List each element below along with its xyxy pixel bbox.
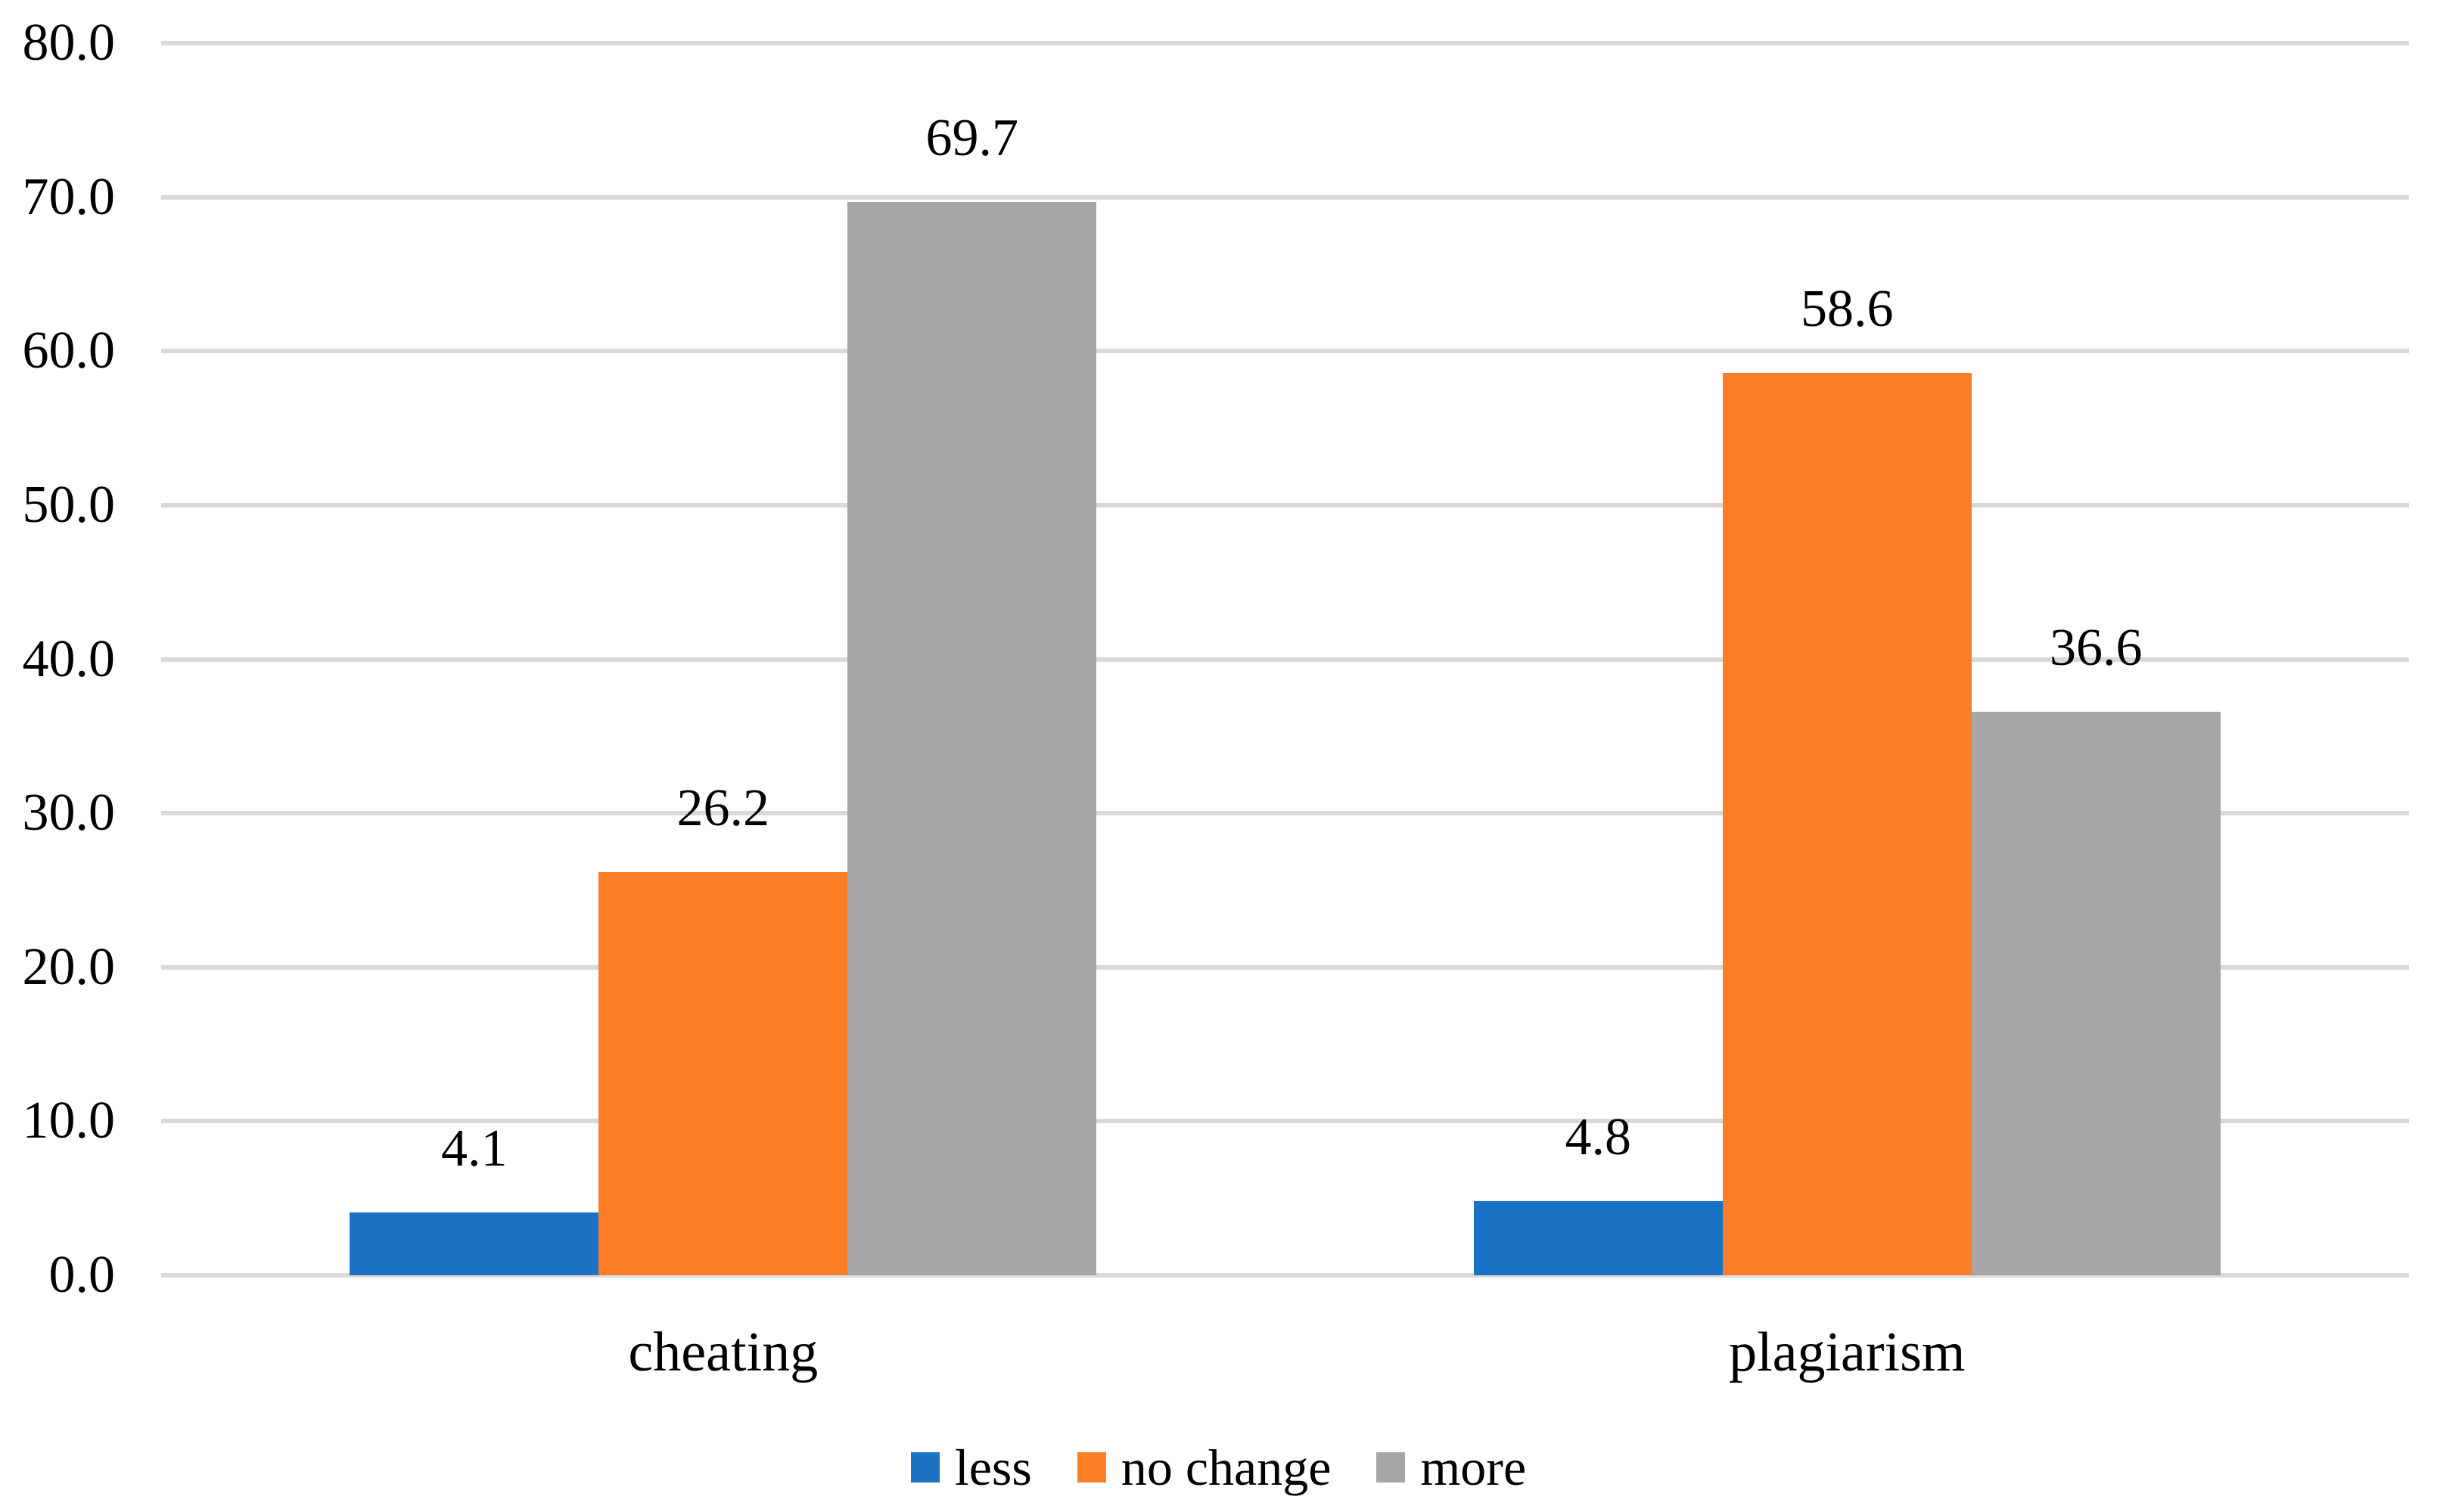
value-label-plagiarism-more: 36.6 <box>2050 618 2143 677</box>
y-tick-label-30: 30.0 <box>22 784 116 843</box>
y-tick-label-10: 10.0 <box>22 1091 116 1150</box>
gridline-50 <box>161 502 2409 508</box>
y-tick-label-80: 80.0 <box>22 14 116 72</box>
bar-cheating-less <box>350 1212 599 1275</box>
legend-label-less: less <box>954 1439 1032 1496</box>
y-tick-label-20: 20.0 <box>22 937 116 996</box>
legend-label-more: more <box>1420 1439 1527 1496</box>
legend-item-no-change: no change <box>1077 1437 1332 1498</box>
value-label-plagiarism-less: 4.8 <box>1565 1108 1632 1167</box>
bar-cheating-no-change <box>598 871 848 1275</box>
bar-plagiarism-no-change <box>1722 372 1972 1275</box>
gridline-80 <box>161 41 2409 45</box>
gridline-30 <box>161 811 2409 816</box>
legend: less no change more <box>0 1436 2437 1499</box>
value-label-cheating-more: 69.7 <box>925 108 1019 167</box>
gridline-40 <box>161 657 2409 662</box>
bar-plagiarism-more <box>1971 711 2221 1275</box>
legend-item-less: less <box>910 1437 1032 1498</box>
value-label-cheating-less: 4.1 <box>441 1119 508 1178</box>
bar-cheating-more <box>847 201 1097 1275</box>
category-label-cheating: cheating <box>628 1321 819 1383</box>
bar-plagiarism-less <box>1473 1201 1723 1275</box>
gridline-60 <box>161 349 2409 354</box>
legend-item-more: more <box>1376 1437 1526 1498</box>
category-label-plagiarism: plagiarism <box>1729 1321 1966 1383</box>
legend-swatch-less-icon <box>910 1452 940 1483</box>
y-tick-label-50: 50.0 <box>22 475 116 534</box>
value-label-plagiarism-no-change: 58.6 <box>1801 279 1894 338</box>
legend-swatch-no-change-icon <box>1077 1452 1106 1483</box>
legend-label-no-change: no change <box>1121 1439 1332 1496</box>
legend-swatch-more-icon <box>1376 1452 1406 1483</box>
gridline-10 <box>161 1119 2409 1124</box>
y-tick-label-70: 70.0 <box>22 167 116 226</box>
gridline-0 <box>161 1273 2409 1278</box>
y-tick-label-0: 0.0 <box>48 1246 116 1304</box>
y-tick-label-40: 40.0 <box>22 629 116 688</box>
gridline-20 <box>161 964 2409 970</box>
y-tick-label-60: 60.0 <box>22 321 116 380</box>
gridline-70 <box>161 194 2409 200</box>
value-label-cheating-no-change: 26.2 <box>676 778 770 837</box>
